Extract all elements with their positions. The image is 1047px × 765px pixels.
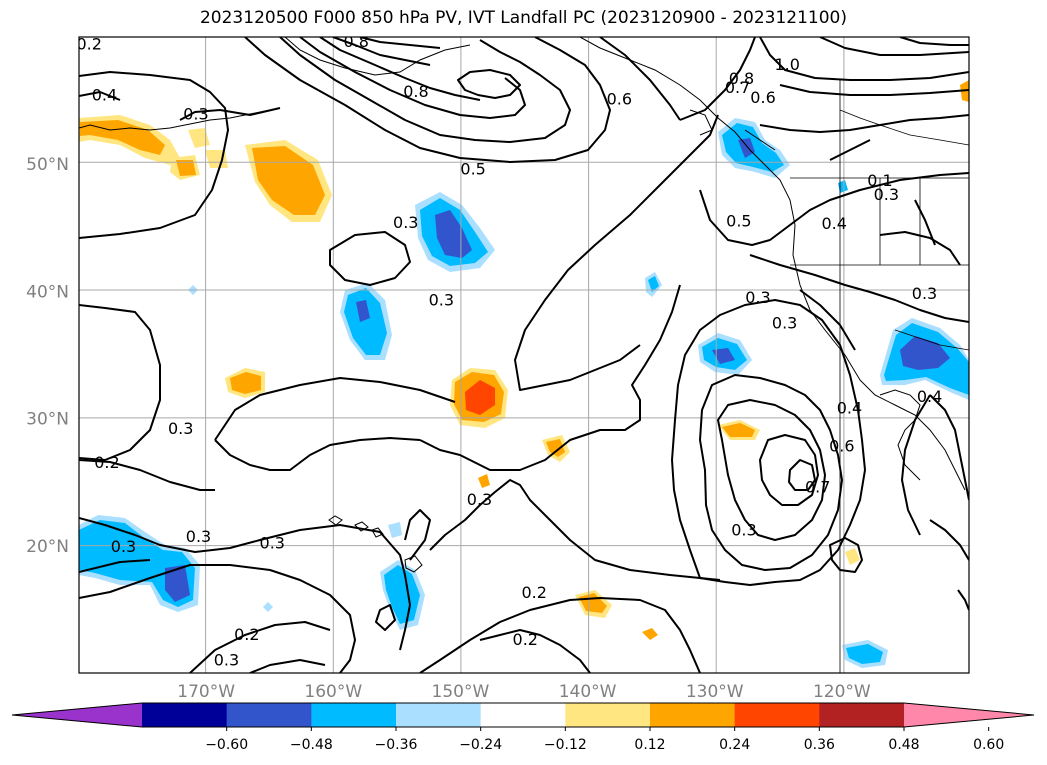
contour-eastern-loop — [671, 299, 866, 586]
shaded-field — [79, 80, 969, 668]
contour-label: 0.5 — [726, 212, 751, 231]
colorbar-segment — [226, 703, 312, 727]
colorbar-segment — [480, 703, 566, 727]
map-frame — [78, 36, 970, 674]
lat-label: 30°N — [26, 410, 69, 430]
contour-label: 0.2 — [513, 630, 538, 649]
contour-label: 0.4 — [917, 387, 942, 406]
contour-label: 0.1 — [867, 171, 892, 190]
contour-label: 0.3 — [429, 290, 454, 309]
colorbar: −0.60 −0.48 −0.36 −0.24 −0.12 0.12 0.24 0.36 0.4… — [11, 702, 1035, 753]
lon-label: 140°W — [559, 682, 617, 702]
longitude-labels: 170°W 160°W 150°W 140°W 130°W 120°W — [177, 682, 871, 702]
contour-label: 0.8 — [729, 69, 754, 88]
contour-label: 0.3 — [260, 533, 285, 552]
contour-label: 0.2 — [76, 35, 101, 54]
contour-label: 0.2 — [94, 453, 119, 472]
lat-label: 40°N — [26, 282, 69, 302]
contour-label: 0.3 — [912, 284, 937, 303]
contour-west-upper — [79, 71, 229, 239]
contour-label: 0.5 — [460, 159, 485, 178]
lat-label: 20°N — [26, 537, 69, 557]
map-background — [79, 37, 969, 673]
colorbar-extend-min — [12, 703, 142, 727]
lon-label: 120°W — [813, 682, 871, 702]
colorbar-tick-label: −0.12 — [544, 737, 587, 753]
colorbar-tick-label: −0.48 — [290, 737, 333, 753]
contour-02-south — [79, 517, 411, 651]
lon-label: 170°W — [177, 682, 235, 702]
colorbar-extend-max — [904, 703, 1034, 727]
colorbar-tick-label: −0.60 — [205, 737, 248, 753]
lon-label: 160°W — [304, 682, 362, 702]
colorbar-segment — [650, 703, 736, 727]
contour-labels: 0.20.40.30.80.8 0.60.50.30.30.30.20.30.3 0… — [76, 18, 942, 669]
colorbar-tick-label: 0.36 — [804, 737, 835, 753]
coastlines — [79, 37, 969, 673]
colorbar-tick-label: 0.24 — [719, 737, 750, 753]
contour-label-bg — [886, 21, 912, 37]
lon-label: 130°W — [686, 682, 744, 702]
colorbar-segment — [142, 703, 228, 727]
contour-label: 0.4 — [822, 214, 847, 233]
colorbar-tick-label: 0.12 — [634, 737, 665, 753]
colorbar-segment — [396, 703, 482, 727]
contour-label: 0.7 — [725, 78, 750, 97]
colorbar-segment — [819, 703, 905, 727]
contour-label: 0.3 — [168, 419, 193, 438]
contour-label: 0.3 — [214, 650, 239, 669]
contour-label: 0.3 — [111, 537, 136, 556]
contour-label: 0.6 — [607, 89, 632, 108]
colorbar-tick-label: 0.48 — [888, 737, 919, 753]
contour-label: 0.7 — [805, 477, 830, 496]
contour-label: 0.4 — [92, 86, 117, 105]
colorbar-outline — [11, 702, 1035, 728]
colorbar-tick-label: −0.36 — [375, 737, 418, 753]
contour-label: 0.3 — [183, 105, 208, 124]
contour-label: 0.4 — [837, 399, 862, 418]
pv-contours — [79, 37, 969, 673]
colorbar-tick-label: −0.24 — [459, 737, 502, 753]
contour-03-main — [79, 304, 161, 461]
colorbar-segment — [565, 703, 651, 727]
lon-label: 150°W — [432, 682, 490, 702]
contour-label: 0.2 — [521, 583, 546, 602]
lat-label: 50°N — [26, 155, 69, 175]
alaska-coast — [284, 37, 471, 76]
contour-label: 0.3 — [874, 185, 899, 204]
map-title: 2023120500 F000 850 hPa PV, IVT Landfall… — [199, 8, 847, 28]
contour-label: 0.2 — [234, 625, 259, 644]
contour-label: 0.3 — [186, 527, 211, 546]
contour-label: 0.8 — [343, 32, 368, 51]
colorbar-tick-label: 0.60 — [973, 737, 1004, 753]
contour-label: 1.0 — [774, 55, 799, 74]
contour-label: 0.3 — [745, 288, 770, 307]
contour-label: 0.6 — [829, 437, 854, 456]
contour-05 — [244, 37, 611, 163]
contour-label: 0.6 — [750, 88, 775, 107]
contour-label: 1.2 — [886, 18, 911, 37]
contour-label: 0.3 — [393, 213, 418, 232]
contour-label: 0.8 — [403, 82, 428, 101]
colorbar-segment — [311, 703, 397, 727]
colorbar-segment — [734, 703, 820, 727]
latitude-labels: 50°N 40°N 30°N 20°N — [26, 155, 69, 557]
contour-label: 0.3 — [772, 313, 797, 332]
contour-label: 0.3 — [467, 490, 492, 509]
contour-label: 0.3 — [731, 521, 756, 540]
